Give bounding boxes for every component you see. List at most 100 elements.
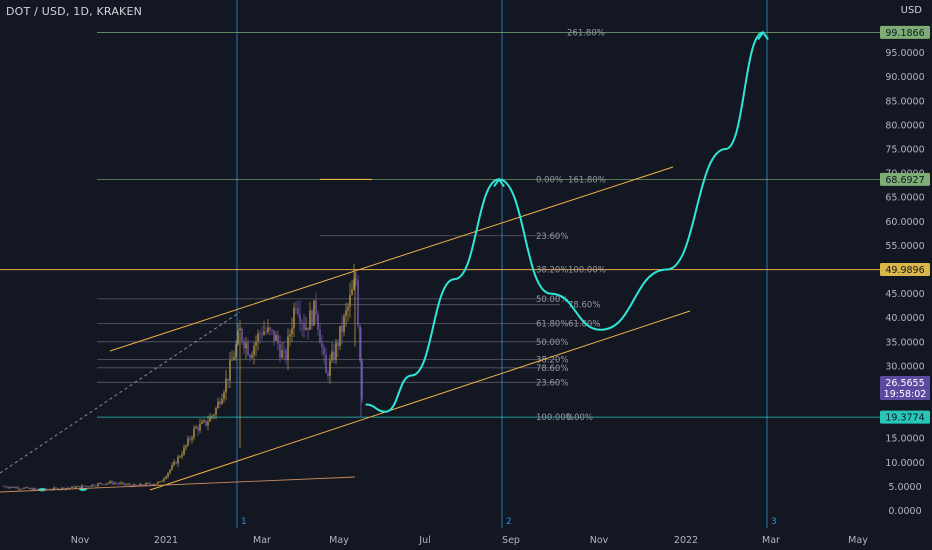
candle-body: [3, 486, 5, 488]
candle-body: [97, 483, 99, 486]
candle-body: [209, 416, 211, 422]
candle-body: [311, 310, 313, 326]
candle-body: [267, 327, 269, 333]
candle-body: [135, 484, 137, 486]
candle-body: [117, 483, 119, 485]
fib-label: 261.80%: [567, 28, 605, 38]
candle-body: [171, 465, 173, 470]
price-tag: [880, 410, 930, 424]
y-tick-label: 10.0000: [885, 458, 924, 469]
candle-body: [287, 336, 289, 361]
candle-body: [109, 481, 111, 484]
candle-body: [257, 333, 259, 342]
fib-label: 0.00%: [536, 175, 563, 185]
candle-body: [161, 480, 163, 482]
candle-body: [233, 357, 235, 360]
y-tick-label: 30.0000: [885, 361, 924, 372]
candle-body: [75, 486, 77, 489]
y-tick-label: 5.0000: [888, 482, 921, 493]
candle-body: [227, 378, 229, 381]
candle-body: [15, 487, 17, 489]
candle-body: [113, 483, 115, 484]
candle-body: [65, 488, 67, 490]
candle-body: [63, 487, 65, 490]
candle-body: [181, 454, 183, 457]
x-tick-label: Nov: [71, 535, 90, 546]
candle-body: [357, 279, 359, 326]
fib-label: 100.00%: [536, 413, 574, 423]
projection-path: [365, 30, 769, 413]
candle-body: [355, 279, 357, 280]
candle-body: [205, 420, 207, 426]
candle-body: [193, 428, 195, 438]
base-trend-line: [0, 476, 356, 493]
candle-body: [55, 487, 57, 489]
candle-body: [183, 447, 185, 455]
candle-body: [141, 483, 143, 486]
trend-channel-upper: [109, 166, 674, 352]
candle-body: [111, 481, 113, 484]
y-tick-label: 0.0000: [888, 506, 921, 517]
y-tick-label: 90.0000: [885, 72, 924, 83]
projection-curve: [365, 31, 764, 413]
candle-body: [261, 334, 263, 335]
y-tick-label: 55.0000: [885, 241, 924, 252]
candle-body: [61, 487, 63, 490]
candle-body: [229, 360, 231, 381]
y-tick-label: 45.0000: [885, 289, 924, 300]
candle-body: [29, 488, 31, 489]
candle-body: [345, 310, 347, 316]
candle-body: [103, 484, 105, 485]
candle-body: [241, 328, 243, 341]
candle-body: [317, 314, 319, 330]
candle-body: [45, 488, 47, 490]
candle-body: [351, 289, 353, 295]
candle-body: [243, 340, 245, 349]
y-tick-label: 15.0000: [885, 434, 924, 445]
candle-body: [53, 487, 55, 490]
x-tick-label: Mar: [762, 535, 780, 546]
candle-body: [329, 360, 331, 376]
candle-body: [265, 331, 267, 333]
y-tick-label: 75.0000: [885, 145, 924, 156]
price-tag-label: 19.3774: [885, 413, 924, 424]
candle-body: [359, 325, 361, 361]
candle-body: [137, 485, 139, 487]
projection-arrow: [493, 177, 505, 187]
y-tick-label: 40.0000: [885, 313, 924, 324]
x-tick-label: Jul: [418, 535, 430, 546]
price-tag: [880, 25, 930, 39]
dashed-trend-line: [0, 311, 241, 474]
candle-body: [291, 328, 293, 335]
y-tick-label: 95.0000: [885, 48, 924, 59]
candle-body: [199, 423, 201, 431]
time-axis: Nov 2021 Mar May Jul Sep Nov 2022 Mar May: [71, 535, 868, 546]
candle-body: [295, 307, 297, 309]
candle-body: [139, 483, 141, 486]
candle-body: [175, 461, 177, 464]
candle-body: [255, 341, 257, 346]
candle-body: [331, 351, 333, 361]
candle-body: [337, 342, 339, 347]
candle-body: [239, 328, 241, 331]
candle-body: [155, 483, 157, 485]
candle-body: [211, 415, 213, 417]
candle-body: [19, 488, 21, 490]
candle-body: [275, 335, 277, 341]
candle-body: [13, 486, 15, 489]
y-tick-label: 35.0000: [885, 337, 924, 348]
candle-body: [177, 456, 179, 464]
x-tick-label: 2022: [674, 535, 698, 546]
candle-body: [31, 488, 33, 491]
candle-body: [203, 420, 205, 422]
candle-body: [33, 488, 35, 491]
candle-body: [185, 445, 187, 448]
candle-body: [147, 483, 149, 484]
candle-body: [305, 327, 307, 330]
price-tag-label: 49.9896: [885, 265, 924, 276]
fib-label: 38.20%: [536, 356, 568, 366]
candle-body: [95, 485, 97, 487]
fib-label: 50.00%: [536, 338, 568, 348]
candle-body: [235, 344, 237, 358]
